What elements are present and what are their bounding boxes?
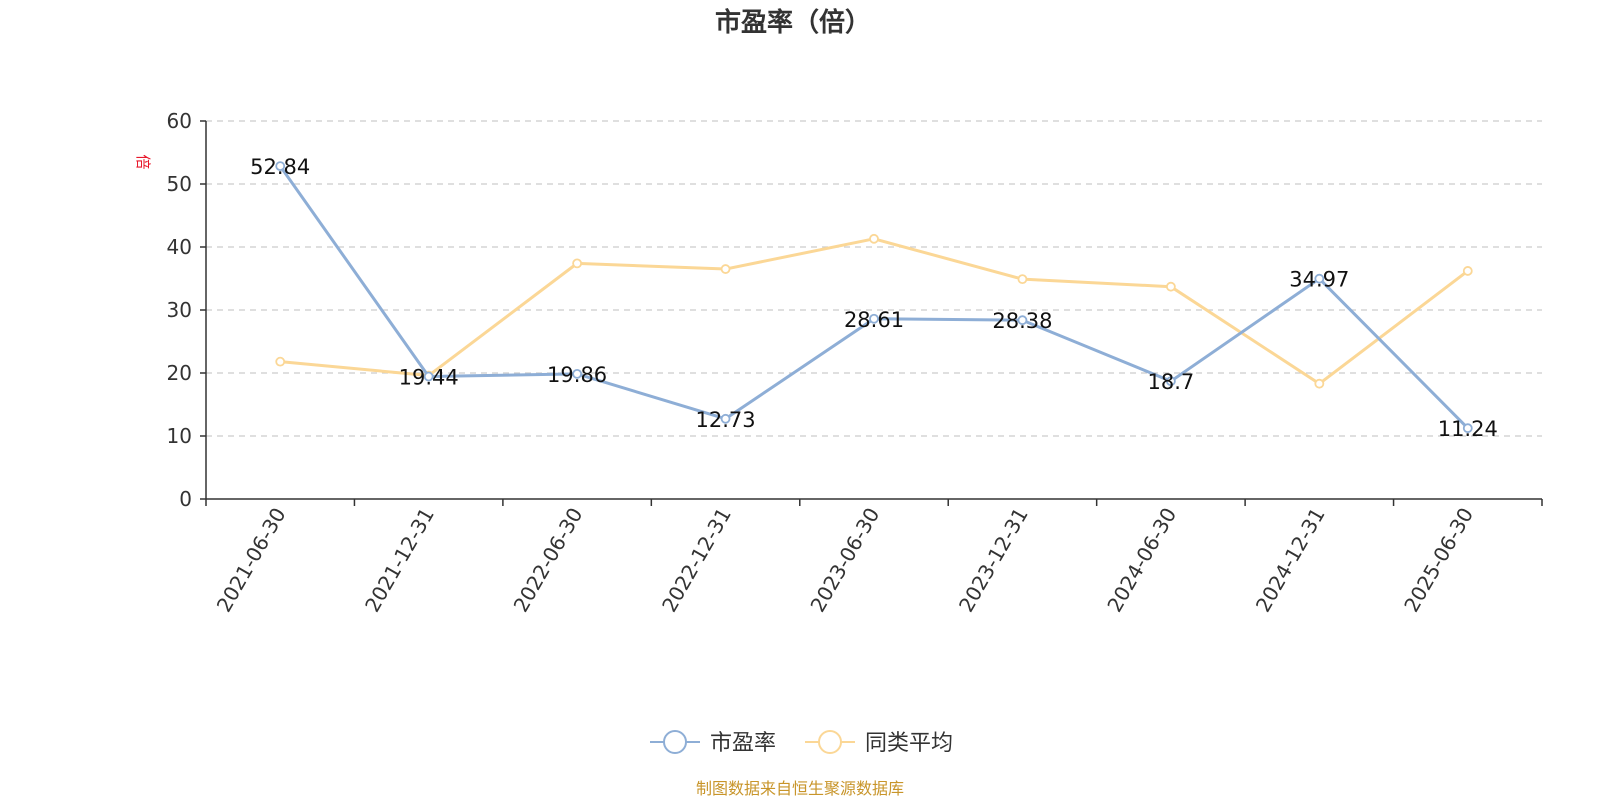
y-tick-label: 60 <box>167 109 192 133</box>
chart-title: 市盈率（倍） <box>715 7 871 38</box>
data-point <box>1165 281 1176 292</box>
data-label: 28.61 <box>844 308 904 332</box>
data-point <box>1314 378 1325 389</box>
legend-label: 同类平均 <box>865 731 953 756</box>
x-tick-label: 2021-12-31 <box>360 504 439 617</box>
x-axis-ticks: 2021-06-30 2021-12-31 2022-06-30 2022-12-31… <box>205 499 1543 617</box>
x-tick-label: 2022-12-31 <box>657 504 736 617</box>
data-label: 18.7 <box>1148 370 1195 394</box>
series-group <box>275 161 1473 434</box>
data-label: 19.44 <box>399 366 459 390</box>
y-tick-label: 40 <box>167 235 192 259</box>
x-tick-label: 2024-12-31 <box>1251 504 1330 617</box>
data-point <box>869 233 879 244</box>
x-tick-label: 2025-06-30 <box>1399 504 1478 617</box>
data-source: 制图数据来自恒生聚源数据库 <box>696 779 904 798</box>
data-point <box>869 313 879 324</box>
y-tick-label: 50 <box>167 172 192 196</box>
legend-marker <box>663 730 687 754</box>
data-point <box>1462 423 1473 434</box>
data-point <box>275 356 286 367</box>
data-labels: 52.84 19.44 19.86 12.73 28.61 28.38 18.7 34.97 1… <box>250 155 1498 441</box>
y-axis-ticks: 0 10 20 30 40 50 60 <box>167 109 206 511</box>
data-point <box>720 264 731 274</box>
data-label: 34.97 <box>1289 268 1349 292</box>
x-tick-label: 2021-06-30 <box>212 504 291 617</box>
legend-marker <box>818 730 842 754</box>
data-label: 52.84 <box>250 155 310 179</box>
legend[interactable]: 市盈率 同类平均 <box>650 730 953 756</box>
y-tick-label: 10 <box>167 424 192 448</box>
data-point <box>720 413 731 424</box>
data-label: 28.38 <box>992 309 1052 333</box>
data-label: 19.86 <box>547 363 607 387</box>
data-label: 12.73 <box>695 408 755 432</box>
legend-label: 市盈率 <box>710 731 776 756</box>
y-tick-label: 30 <box>167 298 192 322</box>
y-tick-label: 0 <box>179 487 192 511</box>
data-point <box>275 161 286 172</box>
y-axis-unit: 倍 <box>134 154 152 169</box>
data-point <box>423 371 434 382</box>
data-point <box>572 258 583 269</box>
x-tick-label: 2023-12-31 <box>954 504 1033 617</box>
data-point <box>572 368 583 379</box>
data-point <box>1314 273 1325 284</box>
data-label: 11.24 <box>1438 417 1498 441</box>
data-point <box>1462 266 1473 276</box>
y-tick-label: 20 <box>167 361 192 385</box>
data-point <box>1165 376 1176 387</box>
x-tick-label: 2024-06-30 <box>1102 504 1181 617</box>
data-point <box>1017 274 1028 285</box>
x-tick-label: 2022-06-30 <box>509 504 588 617</box>
data-point <box>1017 315 1028 326</box>
x-tick-label: 2023-06-30 <box>805 504 884 617</box>
